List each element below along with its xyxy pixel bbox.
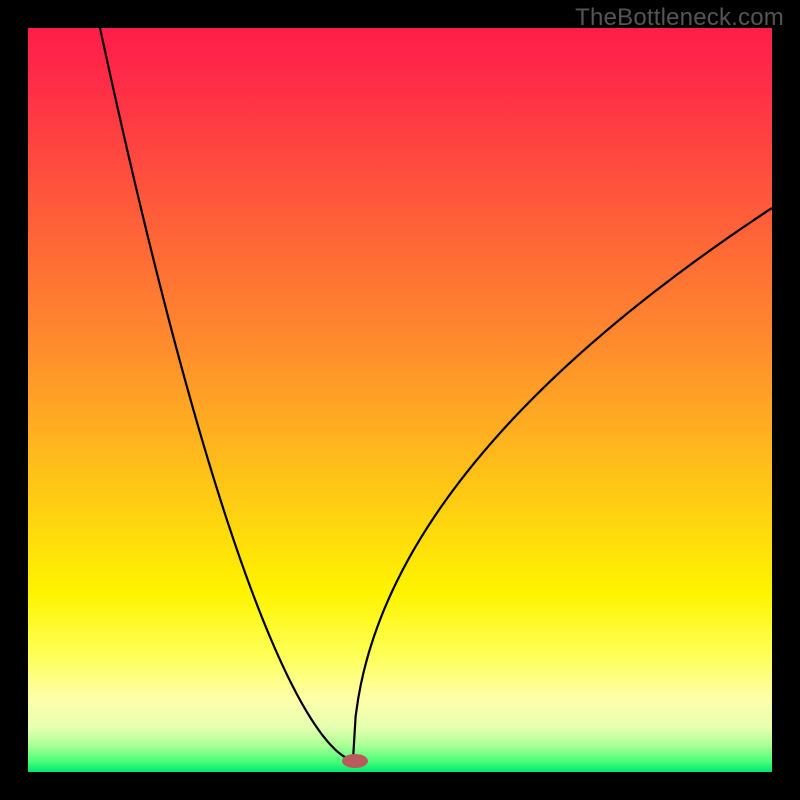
chart-frame: TheBottleneck.com	[0, 0, 800, 800]
optimum-marker	[342, 754, 368, 768]
plot-svg	[28, 28, 772, 772]
plot-area	[28, 28, 772, 772]
gradient-background	[28, 28, 772, 772]
